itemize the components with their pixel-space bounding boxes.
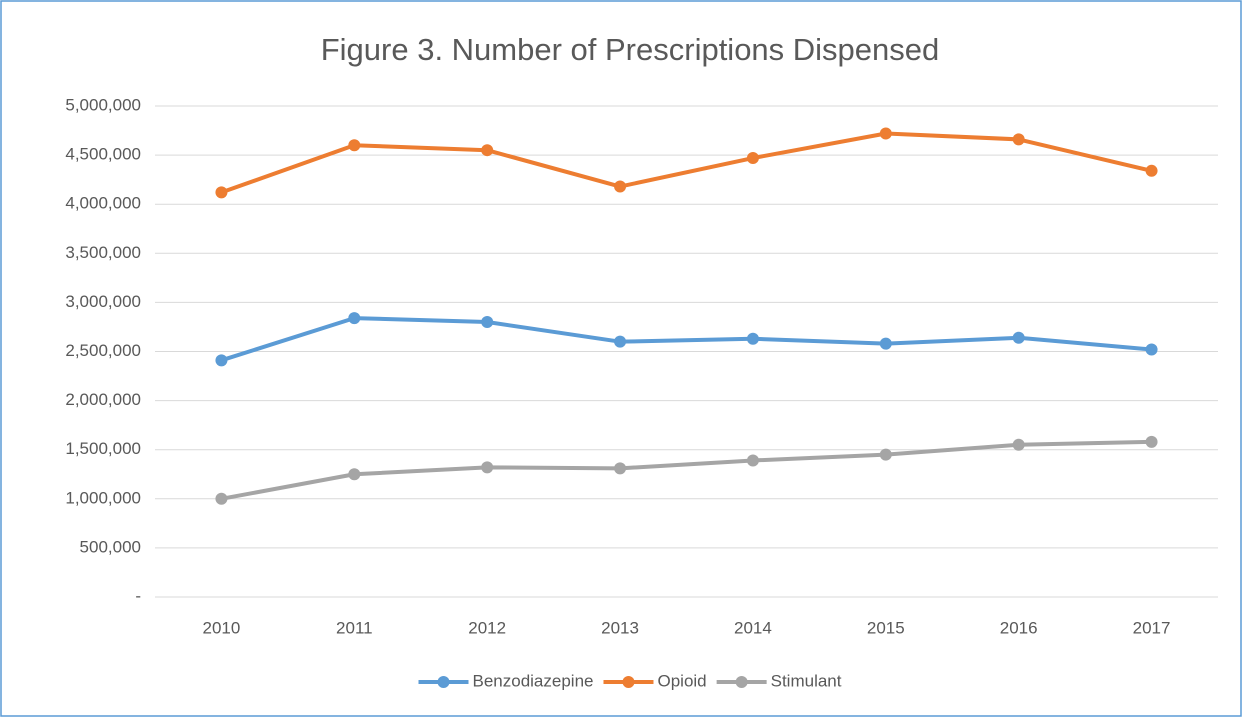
data-point: [614, 335, 627, 348]
data-point: [746, 152, 759, 165]
x-tick-label: 2012: [468, 618, 506, 637]
legend-label: Opioid: [657, 671, 706, 690]
data-point: [481, 144, 494, 157]
data-point: [1145, 343, 1158, 356]
series-line: [221, 439, 1152, 501]
data-point: [481, 461, 494, 474]
y-tick-label: 500,000: [80, 537, 141, 556]
data-point: [879, 337, 892, 350]
data-point: [1145, 164, 1158, 177]
data-point: [1145, 435, 1158, 448]
x-tick-label: 2016: [1000, 618, 1038, 637]
y-tick-label: 3,000,000: [65, 292, 141, 311]
x-tick-label: 2013: [601, 618, 639, 637]
data-point: [215, 186, 228, 199]
y-tick-label: 4,000,000: [65, 194, 141, 213]
x-tick-label: 2010: [203, 618, 241, 637]
data-point: [348, 468, 361, 481]
legend-marker: [622, 676, 635, 688]
legend-marker: [437, 676, 450, 688]
series-line: [220, 316, 1152, 363]
legend-label: Stimulant: [771, 671, 842, 690]
y-tick-label: 3,500,000: [65, 243, 141, 262]
data-point: [614, 462, 627, 475]
y-tick-label: 2,500,000: [65, 341, 141, 360]
data-point: [1012, 438, 1025, 451]
legend-marker: [735, 676, 748, 688]
series-line: [220, 131, 1153, 195]
data-point: [1012, 331, 1025, 344]
data-point: [348, 139, 361, 152]
x-tick-label: 2017: [1133, 618, 1171, 637]
data-point: [879, 448, 892, 461]
x-tick-label: 2014: [734, 618, 772, 637]
data-point: [614, 180, 627, 193]
legend-label: Benzodiazepine: [473, 671, 594, 690]
y-tick-label: 2,000,000: [65, 390, 141, 409]
data-point: [215, 492, 228, 505]
chart-title: Figure 3. Number of Prescriptions Dispen…: [321, 32, 940, 67]
data-point: [1012, 133, 1025, 146]
x-tick-label: 2015: [867, 618, 905, 637]
x-tick-label: 2011: [336, 618, 373, 637]
data-point: [215, 354, 228, 367]
data-point: [746, 454, 759, 467]
y-tick-label: 5,000,000: [65, 95, 141, 114]
data-point: [348, 312, 361, 325]
data-point: [746, 332, 759, 345]
data-point: [481, 316, 494, 329]
y-tick-label: 1,000,000: [65, 488, 141, 507]
y-tick-label: 4,500,000: [65, 145, 141, 164]
data-point: [879, 127, 892, 140]
y-tick-label: -: [135, 586, 141, 605]
y-tick-label: 1,500,000: [65, 439, 141, 458]
